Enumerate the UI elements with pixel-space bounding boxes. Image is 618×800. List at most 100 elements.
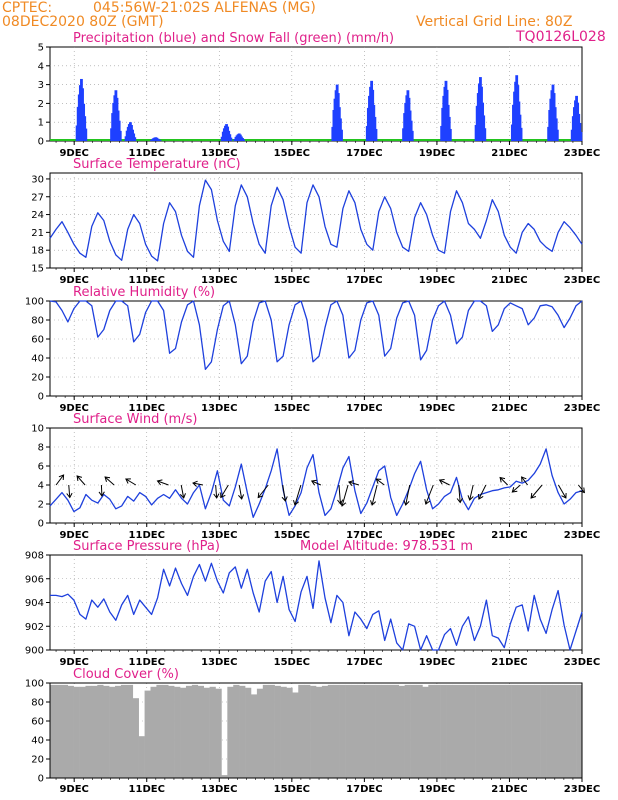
wind-vector [68,484,71,498]
x-tick-label: 21DEC [491,657,527,668]
cloud-bar [209,686,216,778]
x-tick-label: 17DEC [346,530,382,541]
x-tick-label: 13DEC [201,657,237,668]
wind-vector [557,484,567,499]
wind-arrowhead [179,493,186,499]
wind-arrowhead [340,501,347,507]
y-tick-label: 3 [38,80,44,91]
wind-arrowhead [477,493,484,500]
x-tick-label: 9DEC [59,275,88,286]
cloud-bar [120,684,128,778]
wind-arrowhead [156,479,163,486]
wind-vector [341,484,349,507]
wind-arrowhead [192,480,198,487]
x-tick-label: 15DEC [274,275,310,286]
cloud-bar [91,685,98,778]
wind-vector [530,484,543,499]
x-tick-label: 17DEC [346,275,382,286]
wind-arrowhead [125,478,131,484]
cloud-bar [162,684,169,778]
cloud-bar [156,684,163,778]
wind-vector [238,484,243,500]
precip-bar [555,129,559,141]
wind-arrowhead [98,491,105,497]
cloud-bar [233,684,240,778]
panel-4: 0 2 4 6 8 10 9DEC 11DEC 13DEC 15DEC 17DEC 19DEC 21DE… [31,412,600,541]
cloud-bar [410,684,417,778]
cloud-bar [440,684,447,778]
wind-vector [577,484,585,493]
x-tick-label: 15DEC [274,530,310,541]
x-tick-label: 15DEC [274,148,310,159]
wind-vector [157,480,169,486]
x-tick-label: 17DEC [346,784,382,795]
precip-bar [118,130,122,141]
y-tick-label: 2 [38,500,44,511]
y-tick-label: 0 [38,137,44,148]
wind-arrowhead [561,492,567,499]
panel-annotation: Model Altitude: 978.531 m [300,539,473,554]
cloud-bar [511,684,518,778]
cloud-bar [386,684,394,778]
x-tick-label: 11DEC [129,657,165,668]
precip-bar [448,128,452,141]
cloud-bar [333,684,340,778]
y-tick-label: 80 [31,316,44,327]
wind-arrowhead [337,499,344,505]
precip-bar [483,128,487,141]
wind-arrowhead [348,480,354,487]
cloud-bar [168,685,175,778]
wind-vector [376,478,385,486]
cloud-bar [339,684,346,778]
x-tick-label: 9DEC [59,148,88,159]
wind-vector [104,476,115,486]
x-tick-label: 21DEC [491,403,527,414]
wind-arrowhead [370,500,377,506]
cloud-bar [150,686,157,778]
panel-frame-top [49,682,583,779]
cloud-bar [351,684,358,778]
cloud-bar [197,685,204,778]
cloud-bar [522,684,530,778]
y-tick-label: 30 [31,174,44,185]
cloud-bar [126,684,134,778]
y-tick-label: 5 [38,43,44,54]
precip-bar [242,139,245,141]
cloud-bar [180,687,187,778]
cloud-bar [227,686,234,778]
wind-vector [76,475,86,486]
cloud-bar [487,684,494,778]
wind-arrowhead [293,500,300,506]
cloud-bar [457,684,465,778]
wind-vector [125,478,137,486]
x-tick-label: 19DEC [419,657,455,668]
cloud-bar [286,687,293,778]
panel-title: Surface Wind (m/s) [73,412,197,427]
cloud-bar [505,684,512,778]
wind-arrowhead [467,495,474,501]
cloud-bar [463,684,470,778]
series-line [50,560,583,651]
y-tick-label: 40 [31,354,44,365]
wind-arrowhead [511,487,518,493]
wind-vector [257,484,269,498]
cloud-bar [262,684,270,778]
wind-arrowhead [76,475,83,481]
cloud-bar [469,684,476,778]
series-line [49,179,583,262]
wind-arrowhead [310,479,317,486]
x-tick-label: 23DEC [564,403,600,414]
y-tick-label: 4 [38,61,44,72]
cloud-bar [451,684,459,778]
y-tick-label: 20 [31,755,44,766]
y-tick-label: 904 [25,598,44,609]
precip-bar [229,137,233,141]
wind-arrowhead [104,476,111,482]
wind-vector [55,474,64,486]
init-time-label: 08DEC2020 80Z (GMT) [2,14,164,30]
wind-arrowhead [66,492,73,499]
x-tick-label: 9DEC [59,657,88,668]
wind-arrowhead [213,493,220,499]
wind-arrowhead [281,496,288,502]
